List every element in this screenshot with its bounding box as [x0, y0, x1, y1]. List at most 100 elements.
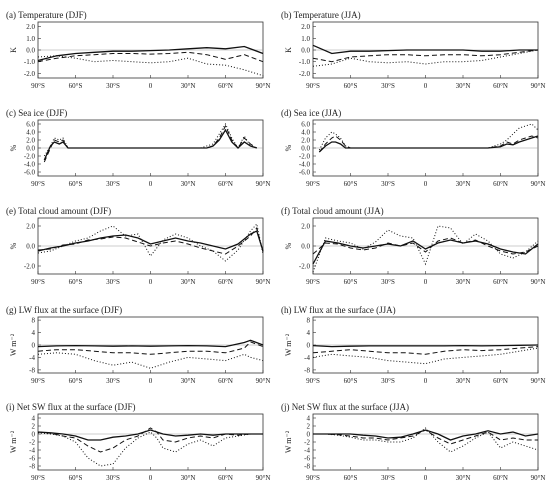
- y-tick-label: 2: [32, 423, 36, 431]
- x-tick-label: 0: [424, 474, 428, 482]
- series-line-solid: [43, 128, 257, 161]
- series-line-dashed: [312, 237, 539, 255]
- y-tick-label: 8: [307, 317, 311, 325]
- series-line-dotted: [43, 122, 257, 157]
- x-tick-label: 90°S: [306, 180, 320, 188]
- x-tick-label: 90°S: [306, 474, 320, 482]
- y-axis-label: W m⁻²: [284, 333, 293, 356]
- y-tick-label: -6: [29, 455, 35, 463]
- x-tick-label: 90°N: [256, 180, 271, 188]
- panel-title: (g) LW flux at the surface (DJF): [6, 305, 122, 315]
- x-tick-label: 30°N: [456, 278, 471, 286]
- x-tick-label: 90°N: [256, 377, 271, 385]
- y-tick-label: 8: [32, 317, 36, 325]
- x-tick-label: 90°N: [256, 474, 271, 482]
- x-tick-label: 90°S: [306, 377, 320, 385]
- x-tick-label: 60°S: [344, 180, 358, 188]
- y-tick-label: -8: [29, 366, 35, 374]
- x-tick-label: 60°N: [218, 180, 233, 188]
- x-tick-label: 90°S: [31, 377, 45, 385]
- x-tick-label: 60°S: [69, 474, 83, 482]
- panel-1: (b) Temperature (JJA) 2.0 1.0 0.0 -1.0 -2.0 90…: [281, 10, 545, 90]
- x-tick-label: 90°S: [306, 82, 320, 90]
- series-line-solid: [313, 429, 539, 441]
- y-axis-label: W m⁻²: [9, 333, 18, 356]
- y-tick-label: 0.0: [301, 243, 310, 251]
- series-line-dashed: [313, 429, 538, 445]
- panel-5: (f) Total cloud amount (JJA) 2.0 0.0 -2.0 90…: [281, 206, 545, 286]
- y-tick-label: -4: [304, 354, 310, 362]
- panel-2: (c) Sea ice (DJF) 6.04.02.00.0-2.0-4.0-6.…: [6, 108, 270, 188]
- y-tick-label: 4.0: [26, 129, 35, 137]
- y-tick-label: -2.0: [24, 70, 36, 78]
- series-line-dashed: [37, 226, 264, 255]
- series-line-solid: [318, 135, 539, 153]
- y-tick-label: -8: [304, 366, 310, 374]
- x-tick-label: 30°S: [106, 82, 120, 90]
- x-tick-label: 30°S: [106, 474, 120, 482]
- y-axis-label: %: [284, 144, 293, 151]
- x-tick-label: 30°N: [456, 474, 471, 482]
- panel-8: (i) Net SW flux at the surface (DJF)420-…: [6, 402, 270, 482]
- y-tick-label: -4.0: [299, 161, 311, 169]
- series-line-dashed: [37, 341, 264, 355]
- series-line-solid: [37, 230, 264, 252]
- series-line-dotted: [37, 352, 264, 369]
- y-tick-label: 2.0: [301, 223, 310, 231]
- x-tick-label: 30°N: [181, 377, 196, 385]
- y-tick-label: 6.0: [26, 121, 35, 129]
- x-tick-label: 90°S: [31, 180, 45, 188]
- series-line-dotted: [37, 431, 263, 467]
- y-axis-label: W m⁻²: [284, 430, 293, 453]
- plot-frame: [312, 413, 539, 471]
- x-tick-label: 0: [149, 82, 153, 90]
- x-tick-label: 90°N: [256, 278, 271, 286]
- y-tick-label: -1.0: [24, 58, 36, 66]
- y-tick-label: -6.0: [24, 169, 36, 177]
- x-tick-label: 60°S: [344, 377, 358, 385]
- x-tick-label: 30°N: [456, 82, 471, 90]
- y-axis-label: %: [9, 242, 18, 249]
- panel-4: (e) Total cloud amount (DJF) 2.0 0.0 -2.0 90…: [6, 206, 270, 286]
- x-tick-label: 60°N: [493, 474, 508, 482]
- x-tick-label: 30°N: [181, 180, 196, 188]
- x-tick-label: 60°S: [69, 180, 83, 188]
- x-tick-label: 90°N: [531, 474, 546, 482]
- x-tick-label: 60°S: [69, 278, 83, 286]
- series-line-dashed: [312, 49, 539, 63]
- y-tick-label: -1.0: [299, 58, 311, 66]
- series-line-solid: [312, 344, 539, 348]
- x-tick-label: 30°N: [456, 180, 471, 188]
- x-tick-label: 90°S: [31, 82, 45, 90]
- series-line-dotted: [313, 427, 539, 453]
- x-tick-label: 60°S: [344, 474, 358, 482]
- y-tick-label: 2.0: [301, 23, 310, 31]
- x-tick-label: 0: [149, 474, 153, 482]
- y-tick-label: 4: [32, 329, 36, 337]
- x-tick-label: 60°N: [218, 82, 233, 90]
- x-tick-label: 60°S: [69, 82, 83, 90]
- y-tick-label: -2: [304, 439, 310, 447]
- y-tick-label: 2.0: [26, 223, 35, 231]
- panel-title: (c) Sea ice (DJF): [6, 108, 67, 118]
- x-tick-label: 60°N: [493, 82, 508, 90]
- y-tick-label: 1.0: [26, 35, 35, 43]
- x-tick-label: 0: [424, 377, 428, 385]
- series-line-dotted: [37, 55, 264, 77]
- x-tick-label: 90°N: [531, 278, 546, 286]
- x-tick-label: 60°S: [344, 278, 358, 286]
- x-tick-label: 60°N: [218, 474, 233, 482]
- y-tick-label: -4.0: [24, 161, 36, 169]
- x-tick-label: 30°S: [381, 82, 395, 90]
- y-tick-label: -6.0: [299, 169, 311, 177]
- x-tick-label: 60°N: [218, 377, 233, 385]
- panel-7: (h) LW flux at the surface (JJA) 8 4 0 -4 -8 9…: [281, 305, 545, 385]
- y-axis-label: %: [284, 242, 293, 249]
- y-tick-label: -6: [304, 455, 310, 463]
- series-line-dashed: [37, 51, 264, 63]
- x-tick-label: 30°S: [381, 278, 395, 286]
- series-line-dashed: [37, 427, 263, 453]
- x-tick-label: 30°S: [381, 377, 395, 385]
- y-axis-label: W m⁻²: [9, 430, 18, 453]
